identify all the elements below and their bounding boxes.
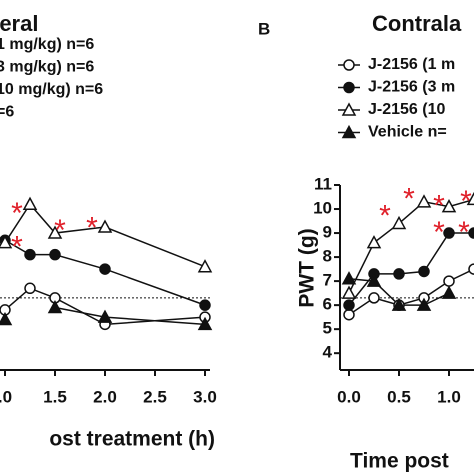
data-point xyxy=(197,259,213,273)
data-point xyxy=(47,299,63,314)
data-point xyxy=(366,235,382,249)
series-line xyxy=(348,198,474,294)
significance-star: * xyxy=(403,183,415,216)
data-point xyxy=(391,297,407,311)
data-point xyxy=(341,271,357,285)
data-point xyxy=(416,194,432,208)
legend-label: =6 xyxy=(0,104,14,121)
y-tick-label: 7 xyxy=(323,271,332,290)
significance-star: * xyxy=(433,190,445,223)
significance-star: * xyxy=(11,197,23,230)
y-tick-label: 11 xyxy=(314,174,332,193)
x-axis-label: Time post xyxy=(350,450,449,473)
panel-title: Contrala xyxy=(372,11,462,36)
data-point xyxy=(97,219,113,233)
data-point xyxy=(366,273,382,287)
legend-label: J-2156 (10 xyxy=(368,101,445,118)
significance-star: * xyxy=(460,185,472,218)
data-point xyxy=(393,268,405,280)
y-tick-label: 10 xyxy=(313,199,332,218)
legend-label: Vehicle n= xyxy=(368,124,447,141)
y-tick-label: 5 xyxy=(323,319,332,338)
data-point xyxy=(468,263,474,275)
legend-label: 10 mg/kg) n=6 xyxy=(0,81,103,98)
data-point xyxy=(197,316,213,331)
data-point xyxy=(443,227,455,239)
data-point xyxy=(97,309,113,323)
y-tick-label: 4 xyxy=(323,343,333,362)
data-point xyxy=(441,199,457,213)
data-point xyxy=(416,297,432,311)
y-tick-label: 8 xyxy=(323,247,332,266)
legend-marker xyxy=(343,59,355,71)
significance-star: * xyxy=(11,231,23,264)
x-tick-label: 1.5 xyxy=(43,387,67,406)
legend-label: J-2156 (1 m xyxy=(368,56,455,73)
significance-star: * xyxy=(458,216,470,249)
x-axis-label: ost treatment (h) xyxy=(49,428,215,451)
data-point xyxy=(199,299,211,311)
significance-star: * xyxy=(54,214,66,247)
legend-label: 1 mg/kg) n=6 xyxy=(0,36,94,53)
data-point xyxy=(0,235,13,249)
x-tick-label: 2.5 xyxy=(143,387,167,406)
significance-star: * xyxy=(379,199,391,232)
data-point xyxy=(24,282,36,295)
legend-marker xyxy=(341,124,357,139)
data-point xyxy=(0,311,13,326)
legend-label: 3 mg/kg) n=6 xyxy=(0,59,94,76)
x-tick-label: 0.0 xyxy=(337,387,361,406)
panel-label: B xyxy=(258,19,270,38)
y-axis-label: PWT (g) xyxy=(296,228,319,307)
data-point xyxy=(24,248,36,261)
series-line xyxy=(348,232,474,306)
data-point xyxy=(441,285,457,299)
data-point xyxy=(343,299,355,311)
x-tick-label: 0.5 xyxy=(387,387,411,406)
series-line xyxy=(348,268,474,316)
y-tick-label: 6 xyxy=(323,295,332,314)
data-point xyxy=(391,215,407,230)
data-point xyxy=(341,285,357,299)
data-point xyxy=(99,263,111,275)
data-point xyxy=(368,292,380,304)
legend-label: J-2156 (3 m xyxy=(368,79,455,96)
legend-marker xyxy=(341,102,357,116)
data-point xyxy=(22,196,38,210)
x-tick-label: 2.0 xyxy=(93,387,117,406)
x-tick-label: .0 xyxy=(0,387,12,406)
data-point xyxy=(466,191,474,206)
y-tick-label: 9 xyxy=(323,223,332,242)
data-point xyxy=(418,265,430,278)
data-point xyxy=(49,248,61,261)
data-point xyxy=(47,225,63,239)
x-tick-label: 3.0 xyxy=(193,387,217,406)
legend-marker xyxy=(343,81,355,94)
data-point xyxy=(468,227,474,239)
panel-title: teral xyxy=(0,11,38,36)
significance-star: * xyxy=(86,211,98,244)
data-point xyxy=(343,308,355,321)
data-point xyxy=(443,275,455,287)
significance-star: * xyxy=(433,216,445,249)
x-tick-label: 1.0 xyxy=(437,387,461,406)
